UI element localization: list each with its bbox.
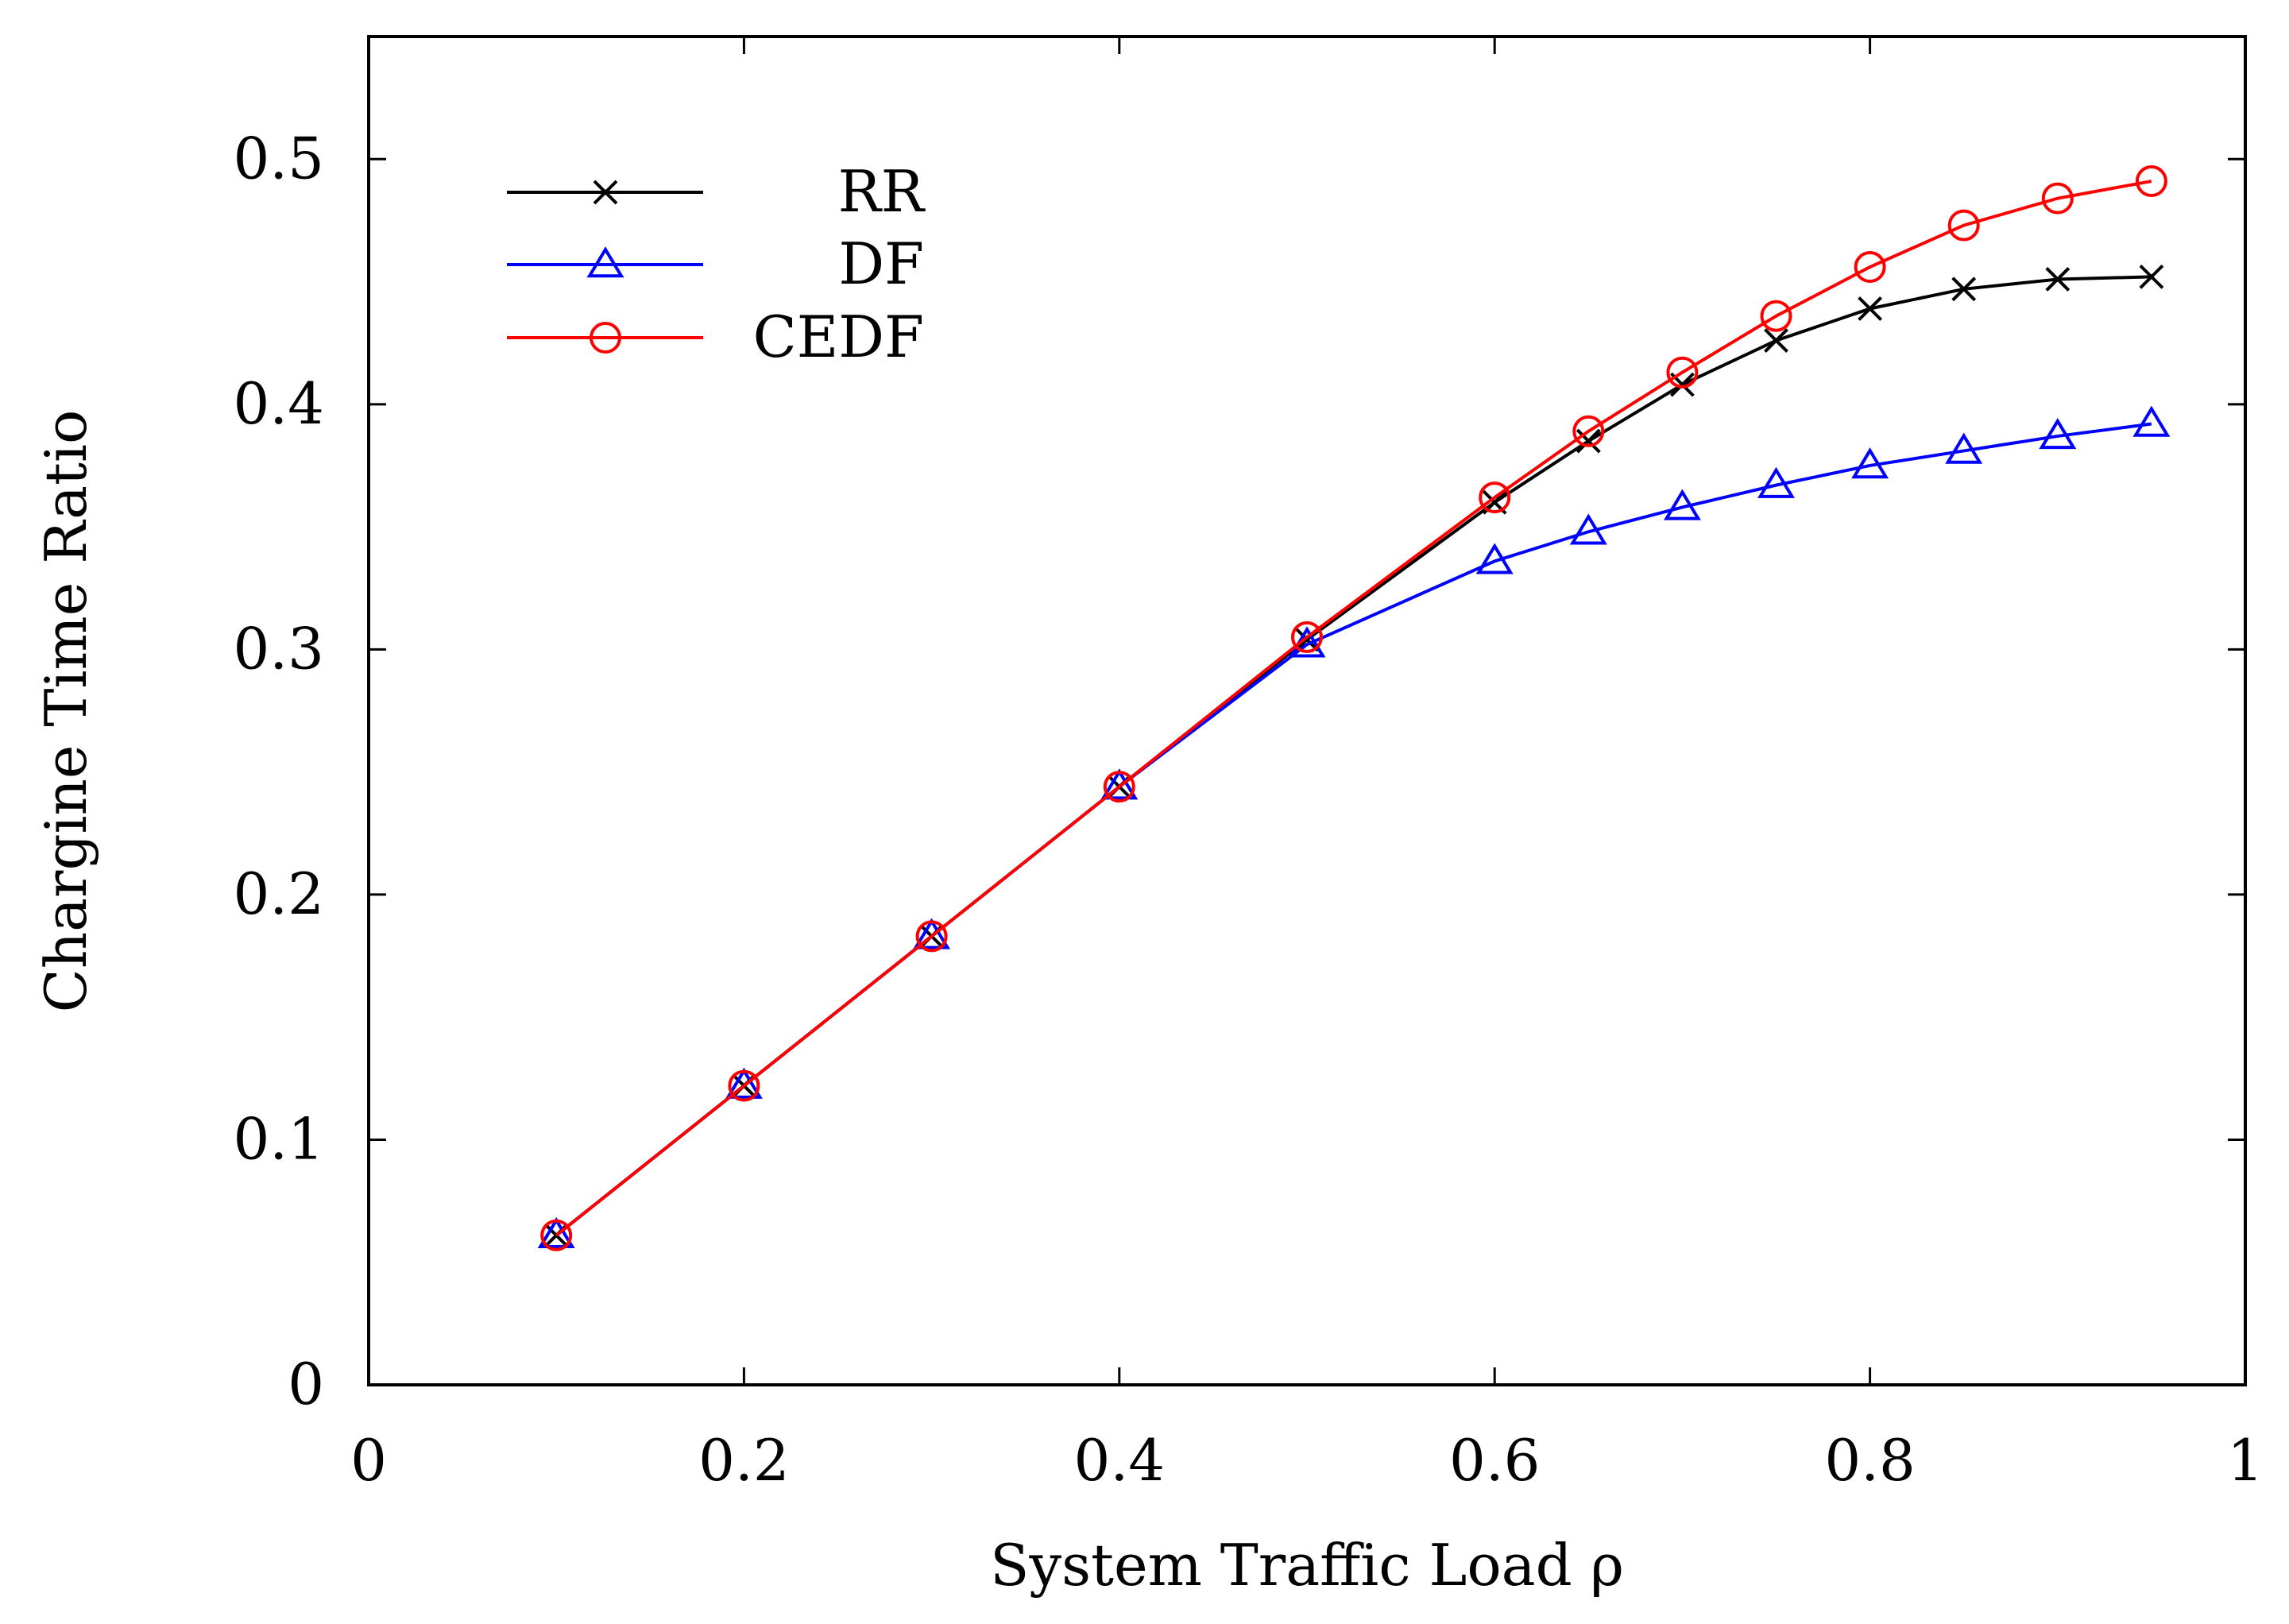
data-point-df — [725, 1067, 763, 1099]
series-cedf — [540, 165, 2167, 1251]
data-point-cedf — [1947, 209, 1980, 242]
legend-marker — [590, 322, 621, 354]
data-point-cedf — [1572, 415, 1605, 447]
data-point-rr — [1858, 296, 1883, 321]
data-point-rr — [1576, 428, 1601, 454]
data-point-cedf — [2135, 165, 2167, 198]
y-tick-label: 0 — [288, 1351, 324, 1417]
x-tick-label: 0.4 — [1074, 1427, 1166, 1494]
marker-stroke — [1669, 372, 1695, 397]
data-point-df — [1569, 513, 1607, 545]
data-point-cedf — [1854, 251, 1886, 284]
data-point-rr — [1764, 328, 1788, 354]
series-layer — [537, 165, 2171, 1251]
marker-stroke — [1764, 328, 1788, 354]
x-tick-label: 0.6 — [1449, 1427, 1541, 1494]
data-point-df — [2132, 405, 2171, 437]
data-point-df — [1757, 466, 1795, 498]
data-point-df — [537, 1216, 575, 1249]
marker-stroke — [1951, 276, 1977, 302]
data-point-cedf — [540, 1219, 573, 1251]
legend-marker — [593, 180, 618, 205]
x-tick-label: 1 — [2227, 1427, 2264, 1494]
marker-stroke — [2045, 267, 2071, 292]
series-line-df — [555, 422, 2152, 1237]
data-point-rr — [1951, 276, 1977, 302]
y-axis-title: Chargine Time Ratio — [33, 410, 99, 1013]
data-point-cedf — [1760, 300, 1792, 332]
x-tick-label: 0.2 — [698, 1427, 790, 1494]
series-df — [537, 405, 2171, 1249]
data-point-df — [1851, 447, 1889, 479]
series-line-cedf — [555, 180, 2152, 1237]
data-point-cedf — [1666, 356, 1699, 389]
axis-ticks — [367, 37, 2247, 1386]
data-point-df — [1475, 543, 1514, 574]
data-point-cedf — [1103, 771, 1135, 803]
data-point-rr — [2045, 267, 2071, 292]
legend-label: DF — [838, 230, 924, 297]
legend-label: RR — [838, 158, 926, 225]
data-point-cedf — [1479, 481, 1511, 514]
marker-stroke — [1858, 296, 1883, 321]
marker-stroke — [593, 180, 618, 205]
data-point-cedf — [1291, 621, 1323, 653]
x-axis-title: System Traffic Load ρ — [990, 1532, 1624, 1599]
legend-item-cedf: CEDF — [507, 304, 924, 370]
x-tick-label: 0 — [350, 1427, 387, 1494]
plot-frame — [367, 35, 2247, 1386]
data-point-df — [1663, 489, 1701, 520]
y-tick-label: 0.2 — [233, 860, 324, 927]
legend-marker — [586, 246, 624, 278]
series-rr — [543, 264, 2164, 1248]
y-tick-label: 0.4 — [233, 370, 324, 437]
legend-item-rr: RR — [507, 158, 926, 225]
series-line-rr — [555, 275, 2152, 1237]
data-point-cedf — [915, 920, 948, 953]
x-tick-labels: 0 0.2 0.4 0.6 0.8 1 — [350, 1427, 2264, 1494]
data-point-df — [1945, 432, 1983, 464]
data-point-rr — [2139, 264, 2164, 289]
marker-stroke — [1576, 428, 1601, 454]
y-tick-label: 0.1 — [233, 1105, 324, 1172]
legend-item-df: DF — [507, 230, 924, 297]
legend-label: CEDF — [753, 304, 924, 370]
data-point-cedf — [728, 1069, 760, 1102]
marker-stroke — [2139, 264, 2164, 289]
data-point-df — [1100, 768, 1139, 800]
y-tick-label: 0.5 — [233, 125, 324, 191]
x-tick-label: 0.8 — [1824, 1427, 1916, 1494]
data-point-df — [913, 918, 951, 949]
data-point-cedf — [2041, 182, 2074, 215]
y-tick-labels: 0 0.1 0.2 0.3 0.4 0.5 — [233, 125, 324, 1417]
y-tick-label: 0.3 — [233, 615, 324, 682]
data-point-df — [2039, 418, 2077, 450]
